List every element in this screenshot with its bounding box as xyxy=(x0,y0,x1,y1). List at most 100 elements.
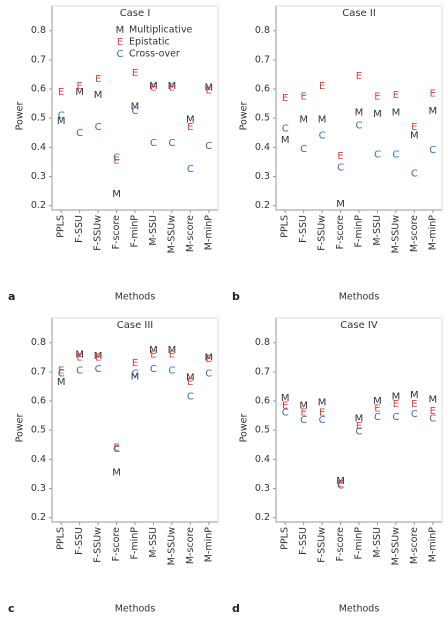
y-axis-label: Power xyxy=(239,414,250,443)
y-tick-label: 0.7 xyxy=(31,366,46,377)
marker: M xyxy=(112,189,121,200)
y-tick-label: 0.6 xyxy=(31,84,46,95)
marker: M xyxy=(428,106,437,117)
y-tick-label: 0.2 xyxy=(255,512,270,523)
legend-label: Cross-over xyxy=(129,49,180,60)
x-tick-label: F-SSU xyxy=(74,215,85,243)
panel-label: d xyxy=(232,602,240,615)
marker: E xyxy=(301,91,307,102)
marker: M xyxy=(112,467,121,478)
x-tick-label: F-score xyxy=(335,215,346,250)
x-tick-label: M-SSU xyxy=(372,215,383,246)
marker: M xyxy=(336,476,345,487)
x-tick-label: F-score xyxy=(111,215,122,250)
marker: E xyxy=(393,90,399,101)
marker: M xyxy=(336,199,345,210)
y-axis-label: Power xyxy=(15,414,26,443)
y-tick-label: 0.5 xyxy=(255,113,270,124)
marker: C xyxy=(187,392,194,403)
x-tick-label: F-score xyxy=(111,527,122,562)
y-tick-label: 0.3 xyxy=(31,171,46,182)
marker: C xyxy=(168,138,175,149)
y-tick-label: 0.2 xyxy=(31,512,46,523)
x-tick-label: F-minP xyxy=(130,215,141,248)
panel: Case III 0.2 0.3 0.4 0.5 0.6 0.7 0.8 PPLS F-SSU F-… xyxy=(8,317,219,615)
x-tick-label: M-score xyxy=(409,215,420,252)
x-tick-label: M-SSUw xyxy=(390,215,401,254)
y-tick-label: 0.5 xyxy=(31,113,46,124)
x-tick-label: F-SSUw xyxy=(317,527,328,563)
marker: E xyxy=(356,421,362,432)
marker: E xyxy=(206,354,212,365)
chart-title: Case II xyxy=(342,8,376,19)
marker: E xyxy=(150,83,156,94)
y-tick-label: 0.8 xyxy=(255,25,270,36)
chart-title: Case I xyxy=(120,8,151,19)
marker: E xyxy=(169,349,175,360)
x-axis-label: Methods xyxy=(339,292,380,303)
y-axis-label: Power xyxy=(15,102,26,131)
marker: M xyxy=(149,345,158,356)
x-tick-label: M-SSUw xyxy=(166,527,177,566)
x-tick-label: F-SSUw xyxy=(93,527,104,563)
x-tick-label: PPLS xyxy=(56,527,67,550)
marker: E xyxy=(282,93,288,104)
x-tick-label: F-minP xyxy=(354,215,365,248)
marker: C xyxy=(300,415,307,426)
y-tick-label: 0.3 xyxy=(255,483,270,494)
marker: M xyxy=(410,390,419,401)
marker: M xyxy=(168,345,177,356)
marker: M xyxy=(75,87,84,98)
marker: E xyxy=(411,399,417,410)
x-axis-label: Methods xyxy=(115,292,156,303)
marker: M xyxy=(299,115,308,126)
marker: E xyxy=(113,443,119,454)
marker: M xyxy=(75,349,84,360)
marker: C xyxy=(132,106,139,117)
marker: M xyxy=(131,102,140,113)
legend-label: Multiplicative xyxy=(129,25,193,36)
marker: M xyxy=(373,396,382,407)
y-tick-label: 0.3 xyxy=(31,483,46,494)
marker: E xyxy=(430,406,436,417)
x-tick-label: F-SSUw xyxy=(93,215,104,251)
marker: C xyxy=(337,163,344,174)
y-tick-label: 0.4 xyxy=(255,454,270,465)
marker: M xyxy=(373,109,382,120)
panel-label: c xyxy=(8,602,15,615)
x-tick-label: F-minP xyxy=(354,527,365,560)
marker: C xyxy=(429,145,436,156)
marker: E xyxy=(187,122,193,133)
marker: C xyxy=(132,368,139,379)
marker: E xyxy=(430,88,436,99)
y-tick-label: 0.8 xyxy=(31,337,46,348)
y-tick-label: 0.4 xyxy=(31,454,46,465)
marker: M xyxy=(392,392,401,403)
marker: M xyxy=(281,135,290,146)
x-axis-label: Methods xyxy=(115,604,156,615)
marker: M xyxy=(131,371,140,382)
marker: M xyxy=(355,414,364,425)
marker: M xyxy=(428,395,437,406)
marker: M xyxy=(281,393,290,404)
x-tick-label: F-SSU xyxy=(74,527,85,555)
marker: C xyxy=(168,365,175,376)
marker: E xyxy=(95,352,101,363)
x-tick-label: F-SSUw xyxy=(317,215,328,251)
marker: M xyxy=(318,397,327,408)
legend-symbol: M xyxy=(116,25,125,36)
y-tick-label: 0.5 xyxy=(31,425,46,436)
x-tick-label: F-score xyxy=(335,527,346,562)
marker: E xyxy=(393,399,399,410)
y-tick-label: 0.4 xyxy=(31,142,46,153)
x-tick-label: PPLS xyxy=(280,527,291,550)
marker: C xyxy=(392,150,399,161)
x-tick-label: M-score xyxy=(409,527,420,564)
y-tick-label: 0.2 xyxy=(31,200,46,211)
x-tick-label: M-score xyxy=(185,527,196,564)
marker: C xyxy=(113,153,120,164)
x-tick-label: M-minP xyxy=(203,215,214,251)
marker: C xyxy=(95,364,102,375)
x-tick-label: PPLS xyxy=(56,215,67,238)
x-axis-label: Methods xyxy=(339,604,380,615)
